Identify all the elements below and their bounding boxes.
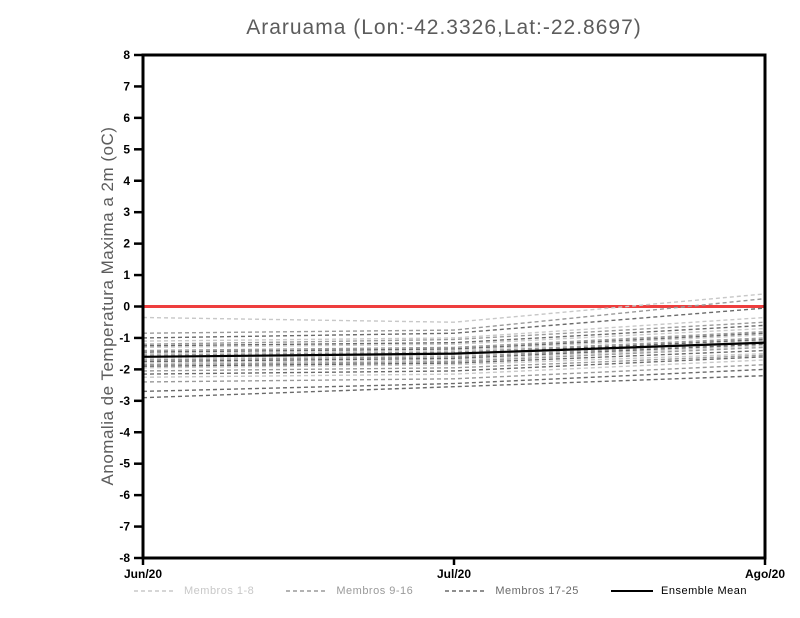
ensemble-member-line bbox=[142, 349, 766, 367]
legend-item-g3: Membros 17-25 bbox=[444, 585, 579, 597]
ensemble-member-line bbox=[142, 368, 766, 393]
ensemble-member-line bbox=[142, 352, 766, 369]
y-tick-label: -5 bbox=[119, 457, 130, 471]
y-tick-label: 4 bbox=[123, 174, 130, 188]
ensemble-member-line bbox=[142, 374, 766, 399]
dashed-line-swatch-icon bbox=[286, 590, 329, 592]
x-tick-label: Jun/20 bbox=[124, 567, 162, 581]
y-tick-label: -1 bbox=[119, 331, 130, 345]
ensemble-member-line bbox=[142, 327, 766, 349]
ensemble-member-line bbox=[142, 345, 766, 364]
y-tick-label: 7 bbox=[123, 79, 130, 93]
y-tick-label: 2 bbox=[123, 237, 130, 251]
plot-frame bbox=[141, 53, 767, 560]
y-tick-label: 1 bbox=[123, 268, 130, 282]
legend-label: Ensemble Mean bbox=[661, 585, 747, 597]
ensemble-member-line bbox=[142, 307, 766, 339]
legend-label: Membros 1-8 bbox=[184, 585, 255, 597]
ensemble-member-line bbox=[142, 337, 766, 356]
ensemble-mean-line bbox=[142, 341, 766, 358]
legend: Membros 1-8 Membros 9-16 Membros 17-25 Ense… bbox=[133, 585, 747, 597]
chart-title: Araruama (Lon:-42.3326,Lat:-22.8697) bbox=[246, 16, 642, 39]
legend-item-g2: Membros 9-16 bbox=[285, 585, 413, 597]
ensemble-member-line bbox=[142, 324, 766, 347]
legend-label: Membros 9-16 bbox=[336, 585, 414, 597]
y-tick-label: -7 bbox=[119, 520, 130, 534]
y-tick-label: 3 bbox=[123, 205, 130, 219]
ensemble-member-line bbox=[142, 354, 766, 372]
ensemble-member-line bbox=[142, 330, 766, 352]
x-tick-label: Ago/20 bbox=[745, 567, 785, 581]
ensemble-member-line bbox=[142, 297, 766, 334]
legend-label: Membros 17-25 bbox=[495, 585, 579, 597]
dashed-line-swatch-icon bbox=[134, 590, 176, 592]
y-tick-label: -2 bbox=[119, 362, 130, 376]
dashed-line-swatch-icon bbox=[445, 590, 488, 592]
ensemble-member-line bbox=[142, 332, 766, 353]
legend-item-g1: Membros 1-8 bbox=[133, 585, 254, 597]
legend-item-mean: Ensemble Mean bbox=[610, 585, 747, 597]
ensemble-member-line bbox=[142, 321, 766, 345]
y-tick-label: 6 bbox=[123, 111, 130, 125]
solid-line-swatch-icon bbox=[611, 590, 653, 592]
ensemble-member-line bbox=[142, 293, 766, 323]
y-tick-label: -4 bbox=[119, 425, 130, 439]
y-tick-label: 8 bbox=[123, 48, 130, 62]
ensemble-member-line bbox=[142, 316, 766, 342]
ensemble-member-line bbox=[142, 334, 766, 355]
y-tick-label: 5 bbox=[123, 142, 130, 156]
y-tick-label: -6 bbox=[119, 488, 130, 502]
x-tick-label: Jul/20 bbox=[437, 567, 471, 581]
y-tick-label: -3 bbox=[119, 394, 130, 408]
y-tick-label: -8 bbox=[119, 551, 130, 565]
ensemble-member-line bbox=[142, 343, 766, 363]
y-tick-label: 0 bbox=[123, 300, 130, 314]
ensemble-member-line bbox=[142, 359, 766, 378]
ensemble-member-line bbox=[142, 363, 766, 383]
ensemble-member-line bbox=[142, 346, 766, 366]
ensemble-member-line bbox=[142, 356, 766, 375]
